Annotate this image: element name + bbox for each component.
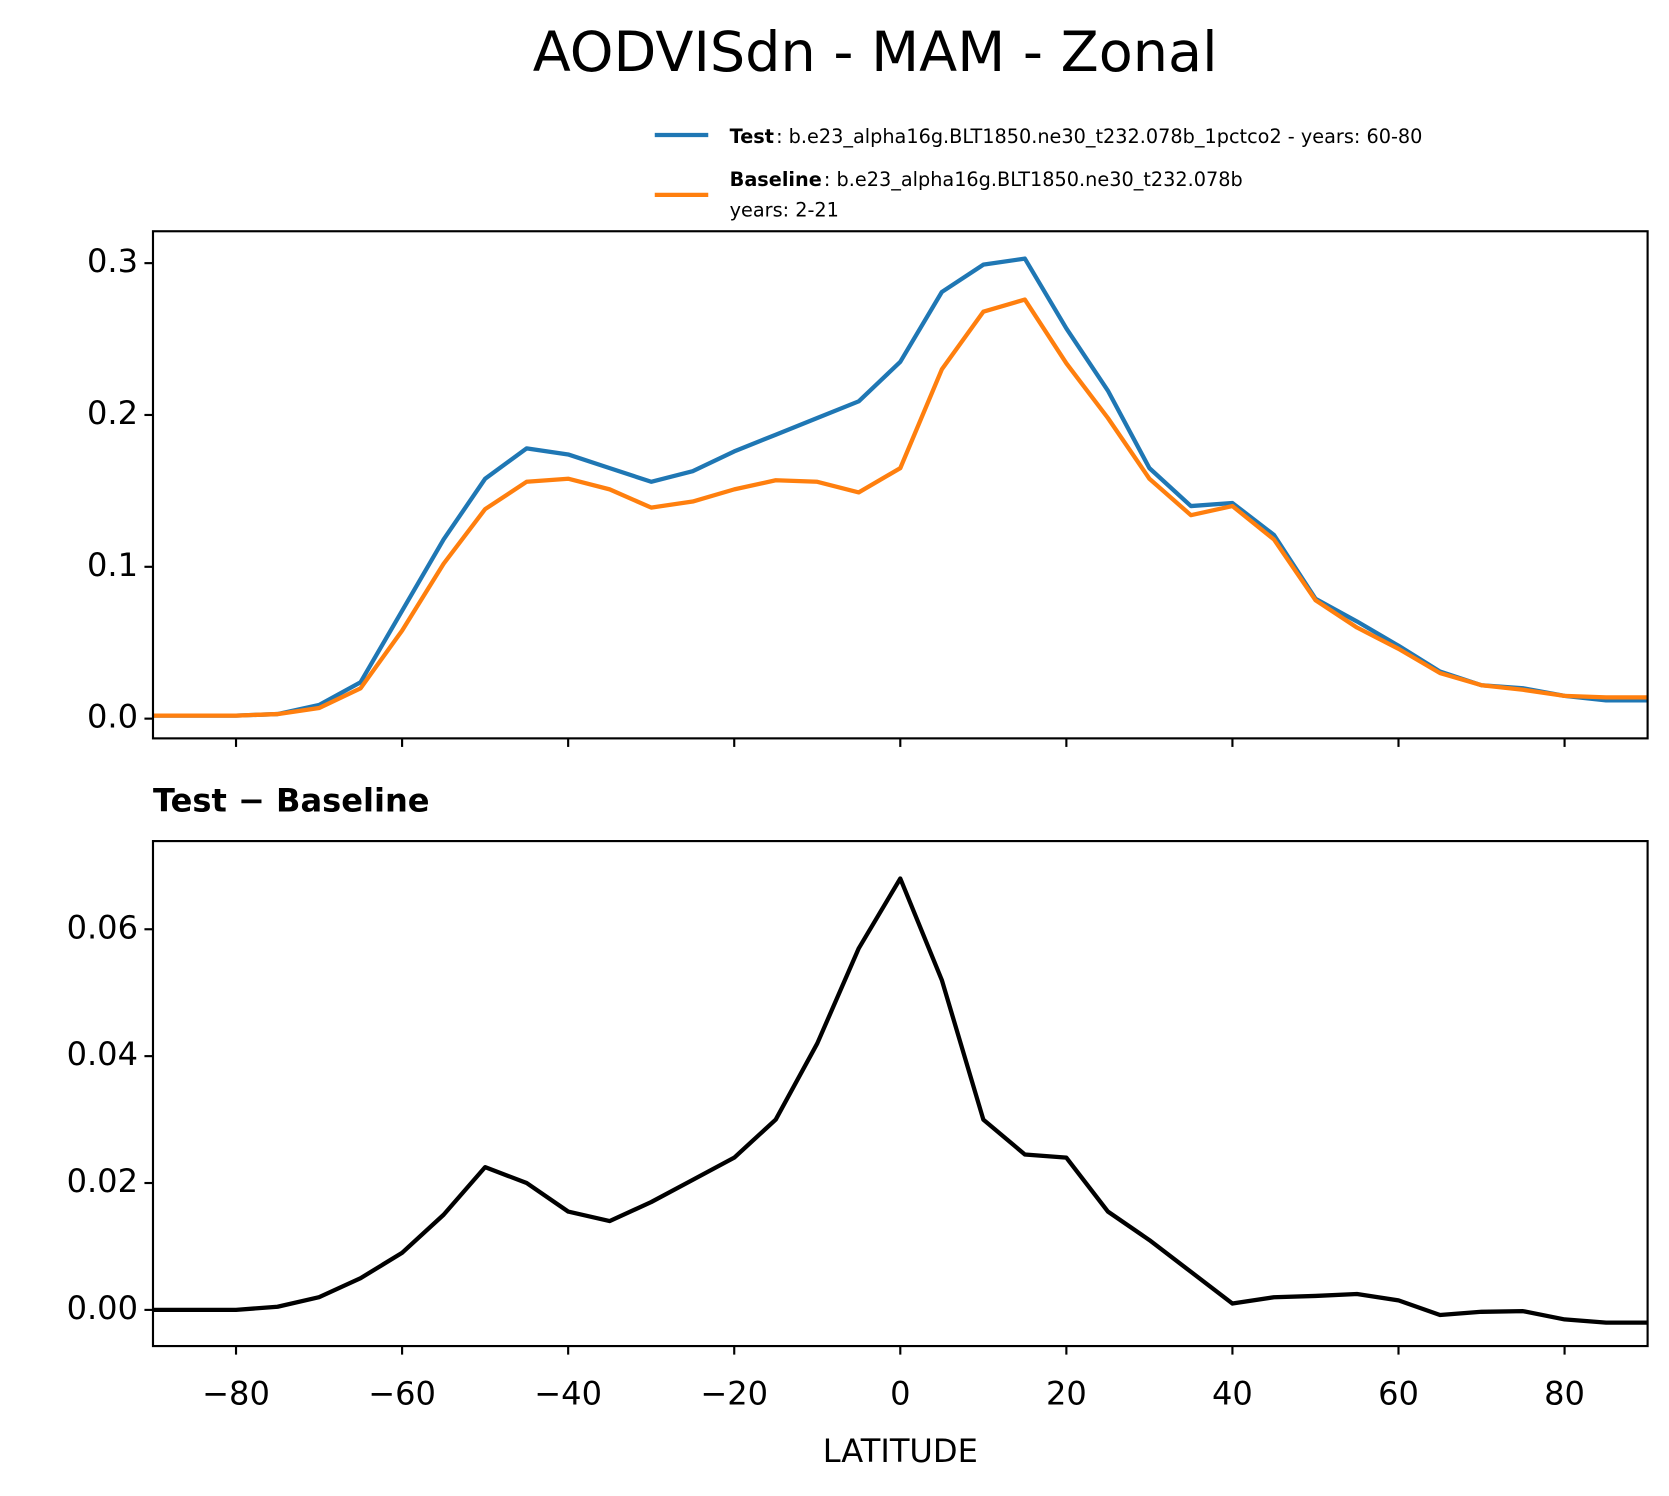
legend-name: Test: [730, 125, 774, 148]
x-axis-label: LATITUDE: [823, 1432, 978, 1470]
series-line: [152, 297, 1648, 718]
axes-frame: [151, 230, 1649, 740]
x-tick-label: 40: [1212, 1374, 1253, 1412]
y-tick-label: 0.02: [67, 1162, 138, 1200]
legend-description: : b.e23_alpha16g.BLT1850.ne30_t232.078b: [824, 167, 1243, 190]
x-tick-label: −60: [368, 1374, 436, 1412]
y-tick-label: 0.0: [87, 698, 138, 736]
series-line: [152, 876, 1648, 1325]
x-tick-label: −20: [700, 1374, 768, 1412]
y-tick-label: 0.06: [67, 908, 138, 946]
legend-label: Baseline: b.e23_alpha16g.BLT1850.ne30_t2…: [730, 167, 1243, 190]
legend-description: : b.e23_alpha16g.BLT1850.ne30_t232.078b_…: [776, 125, 1422, 148]
axes-frame: [151, 840, 1649, 1348]
figure-title: AODVISdn - MAM - Zonal: [533, 20, 1218, 85]
y-tick-label: 0.2: [87, 394, 138, 432]
legend-label: Test: b.e23_alpha16g.BLT1850.ne30_t232.0…: [730, 125, 1423, 148]
legend-name: Baseline: [730, 167, 822, 190]
x-tick-label: 60: [1378, 1374, 1419, 1412]
x-tick-label: 0: [890, 1374, 910, 1412]
y-tick-label: 0.04: [67, 1035, 138, 1073]
y-tick-label: 0.3: [87, 242, 138, 280]
series-line: [152, 256, 1648, 718]
x-tick-label: 80: [1544, 1374, 1585, 1412]
subplot-title: Test − Baseline: [153, 782, 430, 820]
legend-description: years: 2-21: [730, 198, 839, 221]
x-tick-label: −40: [534, 1374, 602, 1412]
y-tick-label: 0.00: [67, 1289, 138, 1327]
x-tick-label: −80: [202, 1374, 270, 1412]
x-tick-label: 20: [1046, 1374, 1087, 1412]
y-tick-label: 0.1: [87, 546, 138, 584]
